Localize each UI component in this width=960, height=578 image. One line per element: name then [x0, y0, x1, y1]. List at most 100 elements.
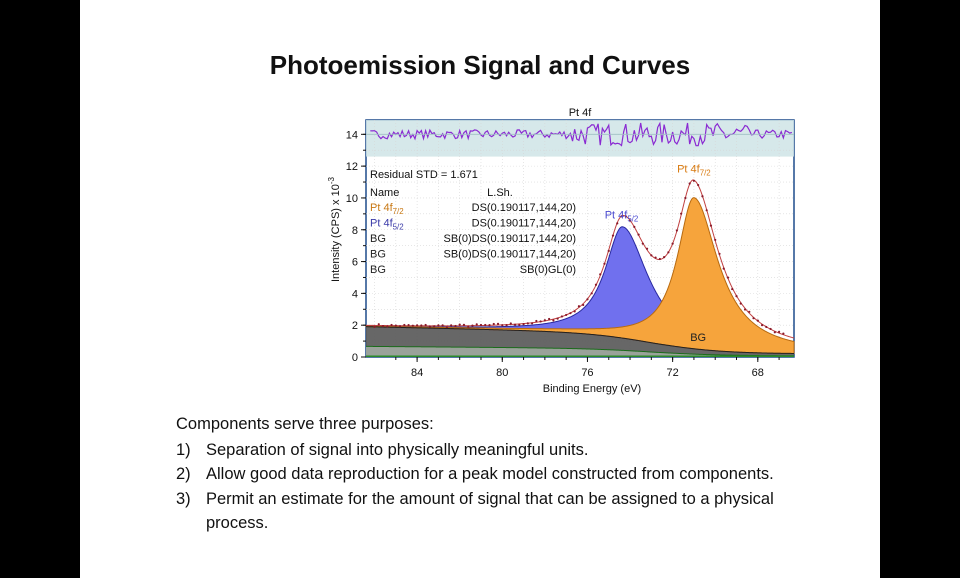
y-tick-label: 0 [352, 352, 358, 364]
data-point [633, 225, 636, 228]
slide: Photoemission Signal and Curves 84 80 76 72… [80, 0, 880, 578]
x-tick-label: 80 [496, 367, 508, 379]
y-tick-label: 12 [346, 161, 358, 173]
data-point [782, 332, 785, 335]
data-point [488, 324, 491, 327]
data-point [471, 324, 474, 327]
bullet-item-1: 1) Separation of signal into physically … [176, 438, 836, 463]
chart-title: Pt 4f [569, 107, 593, 119]
data-point [441, 324, 444, 327]
data-point [424, 323, 427, 327]
data-point [509, 322, 512, 325]
x-axis-label: Binding Energy (eV) [543, 383, 641, 395]
x-tick-label: 76 [581, 367, 593, 379]
x-tick-label: 84 [411, 367, 423, 379]
data-point [428, 325, 431, 328]
data-point [582, 303, 585, 307]
data-point [645, 247, 649, 250]
data-point [552, 319, 555, 322]
data-point [530, 322, 534, 325]
data-point [526, 322, 529, 325]
bullet-text: Separation of signal into physically mea… [206, 440, 589, 459]
bg-label: BG [690, 332, 706, 344]
data-point [548, 317, 551, 321]
data-point [573, 310, 576, 313]
data-point [756, 319, 759, 322]
y-axis-label: Intensity (CPS) x 10-3 [327, 177, 342, 282]
bullet-list: Components serve three purposes: 1) Sepa… [176, 412, 836, 536]
data-points [373, 179, 785, 335]
data-point [484, 323, 487, 327]
data-point [445, 326, 449, 329]
data-point [381, 325, 385, 328]
data-point [411, 324, 414, 327]
data-point [496, 322, 500, 325]
data-point [731, 287, 734, 291]
data-point [611, 234, 615, 237]
data-point [777, 330, 781, 333]
data-point [586, 298, 589, 301]
table-row-name: Pt 4f5/2 [370, 218, 404, 232]
bullet-intro: Components serve three purposes: [176, 415, 434, 433]
data-point [769, 327, 772, 331]
data-point [450, 324, 453, 327]
x-tick-label: 68 [752, 367, 764, 379]
data-point [505, 324, 508, 327]
slide-title: Photoemission Signal and Curves [269, 50, 691, 80]
data-point [599, 273, 602, 276]
data-point [556, 317, 559, 320]
data-point [718, 252, 721, 255]
data-point [692, 179, 696, 182]
table-row-name: BG [370, 233, 386, 245]
data-point [373, 325, 376, 328]
data-point [475, 323, 478, 326]
data-point [773, 331, 776, 334]
data-point [684, 196, 687, 200]
data-point [607, 249, 610, 252]
x-tick-label: 72 [667, 367, 679, 379]
data-point [454, 324, 457, 328]
data-point [705, 209, 708, 212]
data-point [565, 313, 568, 317]
data-point [569, 312, 572, 315]
data-point [518, 323, 521, 327]
data-point [765, 325, 768, 329]
table-row-lsh: SB(0)DS(0.190117,144,20) [444, 233, 577, 245]
data-point [407, 323, 410, 327]
data-point [390, 323, 393, 327]
data-point [458, 323, 461, 326]
y-tick-label: 4 [352, 288, 358, 300]
peak-label: Pt 4f5/2 [605, 210, 639, 224]
data-point [492, 322, 495, 326]
data-point [654, 256, 657, 259]
data-point [620, 215, 623, 218]
data-point [462, 323, 466, 327]
data-point [709, 224, 713, 227]
table-row-lsh: SB(0)DS(0.190117,144,20) [444, 249, 577, 261]
data-point [760, 324, 764, 327]
data-point [752, 317, 755, 320]
residual-line [370, 121, 793, 147]
data-point [743, 308, 747, 311]
data-point [675, 229, 678, 232]
table-row-lsh: DS(0.190117,144,20) [472, 218, 576, 230]
data-point [543, 319, 546, 322]
background-lower-fill [366, 346, 794, 357]
data-point [577, 305, 581, 308]
data-point [501, 324, 504, 327]
bullet-text: Allow good data reproduction for a peak … [206, 465, 774, 483]
y-tick-label: 8 [352, 225, 358, 237]
y-tick-label: 2 [352, 320, 358, 332]
y-tick-label: 14 [346, 129, 358, 141]
data-point [522, 323, 525, 326]
bullet-item-3: 3) Permit an estimate for the amount of … [176, 487, 836, 536]
bullet-number: 1) [176, 440, 191, 459]
data-point [594, 283, 598, 286]
y-tick-label: 6 [352, 257, 358, 269]
data-point [680, 212, 683, 215]
data-point [560, 315, 564, 318]
bullet-number: 2) [176, 465, 191, 483]
data-point [437, 324, 440, 327]
y-tick-label: 10 [346, 193, 358, 205]
bullet-text: Permit an estimate for the amount of sig… [206, 489, 774, 533]
